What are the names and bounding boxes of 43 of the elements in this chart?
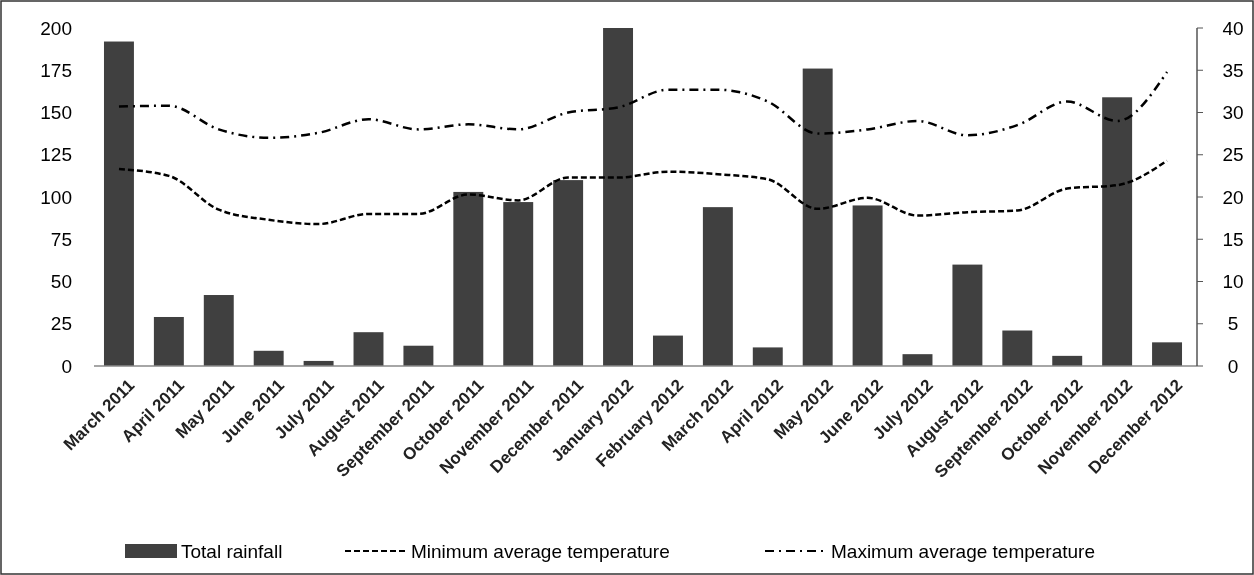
y2-tick-label: 10 [1222, 271, 1244, 293]
y-tick-label: 50 [50, 271, 72, 293]
y2-tick-label: 25 [1222, 144, 1244, 166]
y-tick-label: 125 [40, 144, 72, 166]
bar [952, 264, 983, 366]
legend-label: Total rainfall [181, 540, 283, 562]
y2-tick-label: 35 [1222, 59, 1244, 81]
bar [1152, 342, 1183, 366]
legend-label: Minimum average temperature [411, 540, 670, 562]
bar [652, 335, 683, 366]
y2-tick-label: 15 [1222, 228, 1244, 250]
y2-tick-label: 30 [1222, 102, 1244, 124]
bar [403, 345, 434, 366]
y2-tick-label: 20 [1222, 186, 1244, 208]
bar [353, 332, 384, 366]
bar [1002, 330, 1033, 366]
y-tick-label: 100 [40, 186, 72, 208]
y2-tick-label: 5 [1227, 313, 1239, 335]
bar [503, 202, 534, 366]
bar [253, 350, 284, 366]
y-tick-label: 25 [50, 313, 72, 335]
y-tick-label: 150 [40, 102, 72, 124]
line-series [117, 159, 1169, 226]
bar [153, 316, 184, 366]
bar [103, 41, 134, 366]
line-series [117, 70, 1169, 140]
bar [702, 207, 733, 366]
bar [203, 295, 234, 366]
bar [752, 347, 783, 366]
y-tick-label: 75 [50, 228, 72, 250]
bar [802, 68, 833, 366]
bar [902, 354, 933, 366]
bar [852, 205, 883, 366]
y2-tick-label: 0 [1227, 355, 1239, 377]
bar [1102, 97, 1133, 366]
y-tick-label: 0 [61, 355, 72, 377]
y2-tick-label: 40 [1222, 17, 1244, 39]
legend-label: Maximum average temperature [831, 540, 1095, 562]
y-tick-label: 200 [40, 17, 72, 39]
bar [453, 191, 484, 366]
bar [553, 180, 584, 366]
y-tick-label: 175 [40, 59, 72, 81]
bar [603, 28, 634, 366]
